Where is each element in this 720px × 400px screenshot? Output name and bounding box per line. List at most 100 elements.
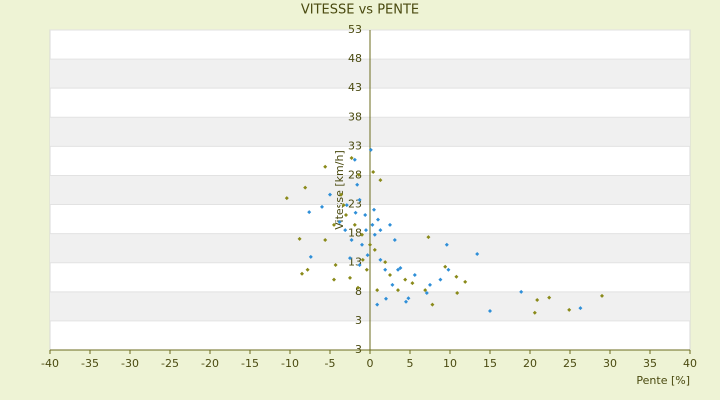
x-tick-label: 25 [563,357,577,370]
point [344,203,349,208]
point [352,222,357,227]
point [455,290,460,295]
point [488,309,492,314]
point [463,279,468,284]
point [519,289,524,294]
x-tick-label: -10 [281,357,299,370]
point [284,196,289,201]
point [396,267,400,272]
point [567,307,572,312]
point [412,272,417,277]
x-tick-label: -40 [41,357,59,370]
point [368,242,372,247]
point [357,197,362,202]
y-tick-label: 28 [348,168,362,181]
x-axis-title: Pente [%] [636,374,690,387]
point [438,277,443,282]
y-tick-label: 8 [355,285,362,298]
point [372,207,376,212]
point [532,310,537,315]
y-tick-label: 3 [355,314,362,327]
point [390,282,395,287]
point [308,254,313,259]
point [423,288,428,293]
point [444,242,449,247]
x-tick-label: -25 [161,357,179,370]
point [355,182,360,187]
x-tick-label: 5 [407,357,414,370]
point [372,232,377,237]
point [375,302,380,307]
x-tick-label: -30 [121,357,139,370]
y-tick-label: 43 [348,81,362,94]
point [475,252,480,256]
point [378,178,383,183]
point [428,282,432,287]
point [578,306,583,311]
y-tick-label: 18 [348,227,362,240]
point [364,228,368,233]
point [371,169,376,174]
point [360,242,364,247]
point [356,172,361,177]
y-tick-label: 38 [348,110,362,123]
point [297,236,302,241]
point [376,217,380,222]
point [339,192,344,197]
point [349,238,354,243]
point [349,156,354,160]
x-tick-label: 35 [643,357,657,370]
point [348,256,352,261]
y-tick-label: 23 [348,198,362,211]
point [332,277,336,282]
point [357,263,362,268]
point [352,157,357,162]
point [388,222,392,227]
point [388,272,392,277]
point [323,164,328,169]
point [396,288,400,293]
x-tick-label: 40 [683,357,697,370]
point [341,203,346,208]
y-tick-label: 53 [348,23,362,36]
x-tick-label: 30 [603,357,617,370]
x-tick-label: -5 [325,357,336,370]
point [398,265,403,270]
chart-title: VITESSE vs PENTE [301,3,419,18]
point [307,210,312,215]
point [375,288,380,293]
point [384,296,388,301]
point [305,267,310,272]
point [547,295,552,300]
point [353,210,358,215]
point [320,204,324,209]
point [454,274,459,279]
point [535,297,540,302]
y-tick-label: 48 [348,52,362,65]
point [404,299,408,304]
x-tick-label: 15 [483,357,497,370]
point [364,267,369,272]
point [360,257,365,262]
point [332,222,336,227]
x-tick-label: 0 [367,357,374,370]
point [378,228,383,233]
y-tick-label: 33 [348,139,362,152]
point [343,228,348,233]
point [368,147,373,152]
point [410,281,415,286]
point [424,290,429,295]
point [443,264,448,269]
x-tick-label: -20 [201,357,219,370]
x-tick-label: 20 [523,357,537,370]
point [392,238,397,243]
point [403,277,408,282]
x-tick-label: 10 [443,357,457,370]
point [360,232,364,237]
point [430,302,435,307]
point [446,267,451,272]
point [356,285,360,290]
point [600,293,604,298]
point [378,257,383,262]
